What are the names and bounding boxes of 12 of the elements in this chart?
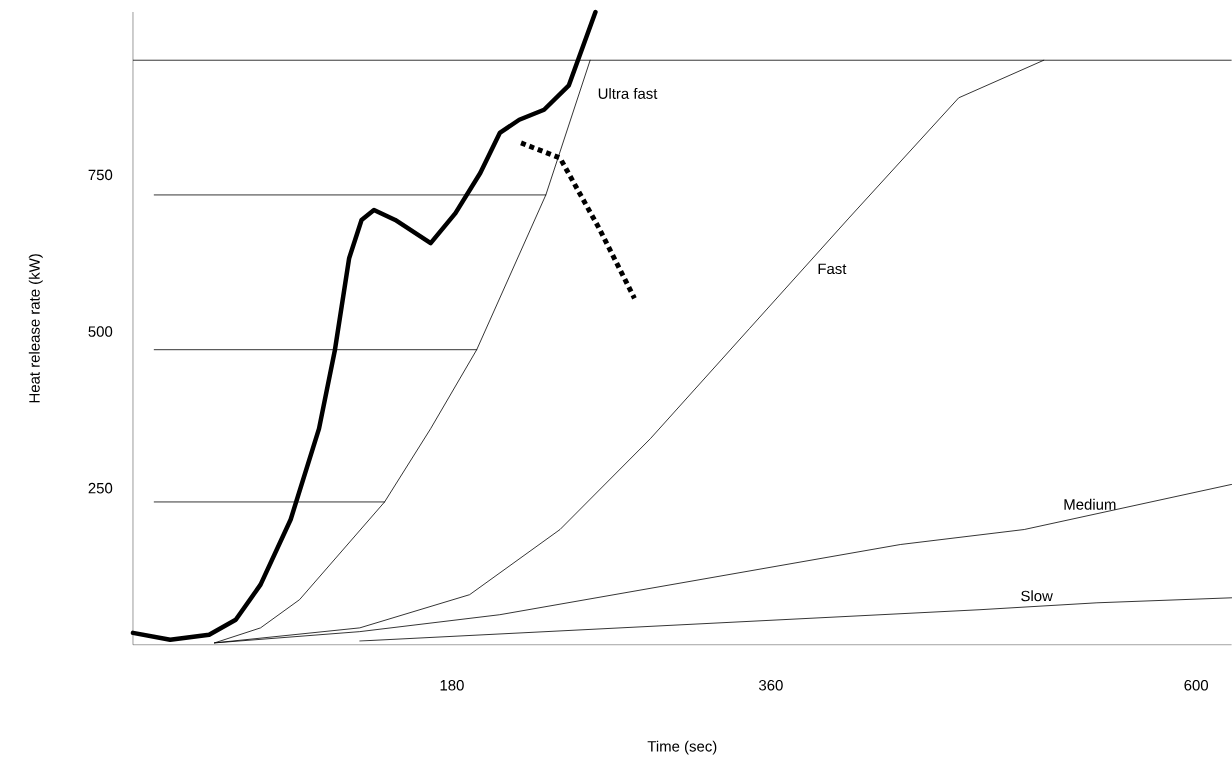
series-label: Slow bbox=[1021, 590, 1053, 602]
x-tick-label: 360 bbox=[758, 680, 783, 691]
series-label: Fast bbox=[818, 263, 847, 275]
y-tick-label: 250 bbox=[88, 483, 113, 494]
y-axis-title: Heat release rate (kW) bbox=[28, 254, 43, 403]
y-tick-label: 500 bbox=[88, 326, 113, 338]
series-label: Medium bbox=[1064, 499, 1116, 510]
x-axis-title: Time (sec) bbox=[647, 740, 717, 755]
y-tick-label: 750 bbox=[88, 169, 113, 181]
x-tick-label: 180 bbox=[440, 680, 464, 691]
series-label: Ultra fast bbox=[598, 88, 658, 100]
x-tick-label: 600 bbox=[1184, 680, 1209, 691]
